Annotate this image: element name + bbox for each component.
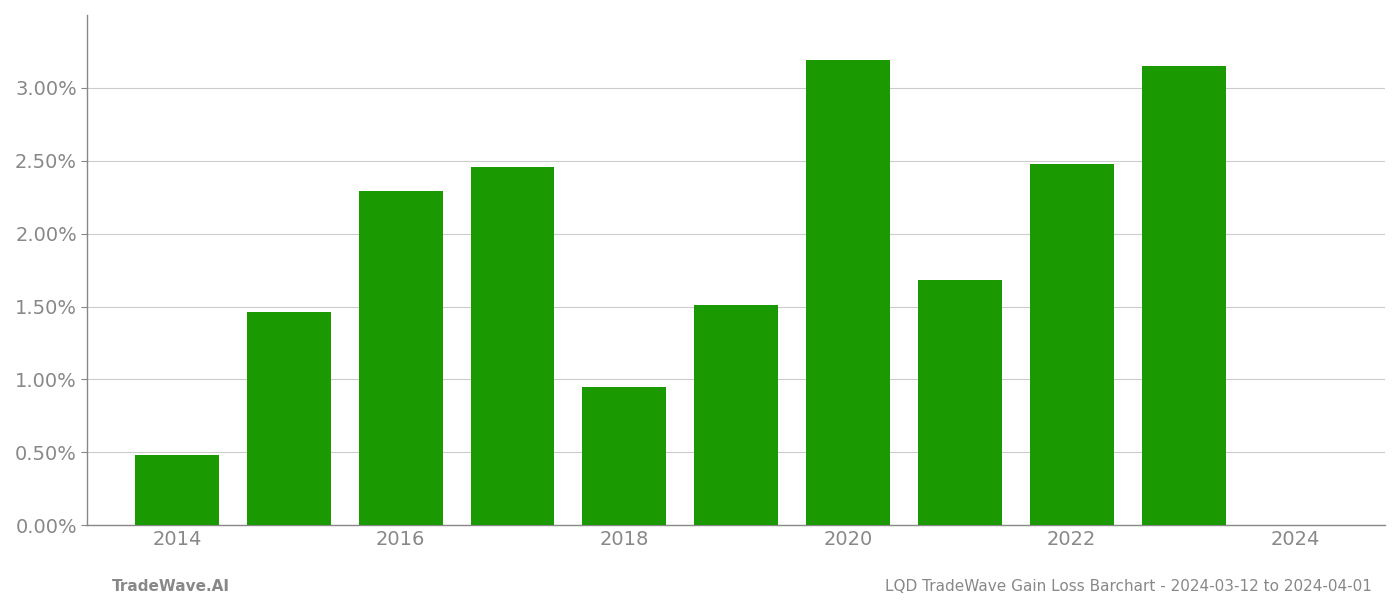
Bar bbox=[1142, 66, 1225, 525]
Bar bbox=[358, 191, 442, 525]
Bar bbox=[1030, 164, 1114, 525]
Bar bbox=[806, 60, 890, 525]
Text: TradeWave.AI: TradeWave.AI bbox=[112, 579, 230, 594]
Bar bbox=[694, 305, 778, 525]
Bar bbox=[582, 386, 666, 525]
Bar bbox=[470, 167, 554, 525]
Bar bbox=[134, 455, 218, 525]
Bar bbox=[246, 313, 330, 525]
Bar bbox=[918, 280, 1002, 525]
Text: LQD TradeWave Gain Loss Barchart - 2024-03-12 to 2024-04-01: LQD TradeWave Gain Loss Barchart - 2024-… bbox=[885, 579, 1372, 594]
